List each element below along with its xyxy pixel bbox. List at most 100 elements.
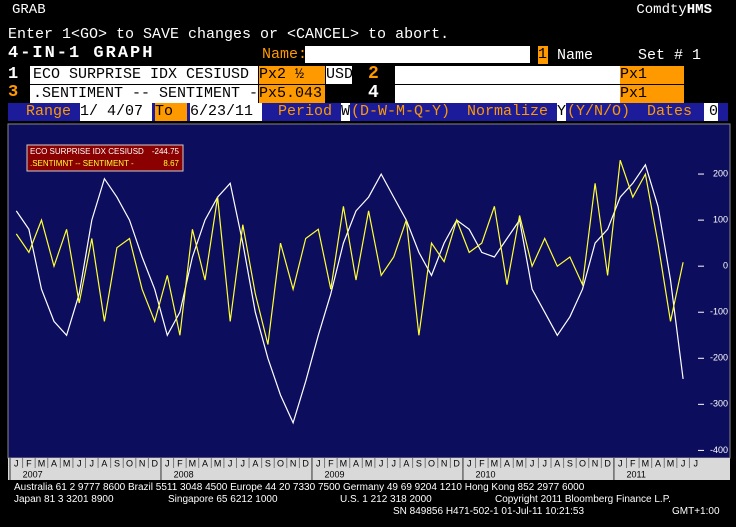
x-tick-label: O	[277, 458, 284, 468]
currency[interactable]: USD	[326, 66, 354, 84]
price-field[interactable]: Px1	[620, 85, 684, 103]
y-tick-label: -200	[710, 353, 728, 363]
y-tick-label: 0	[723, 261, 728, 271]
footer-singapore: Singapore 65 6212 1000	[168, 494, 278, 505]
security[interactable]: ECO SURPRISE IDX CESIUSD	[33, 66, 250, 83]
x-tick-label: J	[542, 458, 547, 468]
year-label: 2010	[476, 469, 496, 479]
name-number[interactable]: 1	[538, 46, 548, 64]
normalize-options: (Y/N/O)	[567, 103, 631, 120]
x-tick-label: J	[165, 458, 170, 468]
range-from[interactable]: 1/ 4/07	[80, 103, 152, 121]
x-tick-label: A	[504, 458, 510, 468]
x-tick-label: N	[290, 458, 297, 468]
screen-title: GRAB	[12, 2, 46, 18]
dates-value[interactable]: 0	[704, 103, 718, 121]
price-field[interactable]: Px5.043	[259, 85, 325, 103]
x-tick-label: J	[90, 458, 95, 468]
x-tick-label: J	[391, 458, 396, 468]
x-tick-label: A	[101, 458, 107, 468]
security-box[interactable]	[395, 66, 620, 84]
date-axis-band	[8, 458, 730, 480]
x-tick-label: F	[26, 458, 32, 468]
y-tick-label: -100	[710, 307, 728, 317]
name-input[interactable]	[305, 46, 530, 63]
x-tick-label: J	[693, 458, 698, 468]
x-tick-label: M	[667, 458, 675, 468]
x-tick-label: J	[241, 458, 246, 468]
x-tick-label: M	[491, 458, 499, 468]
x-tick-label: D	[302, 458, 309, 468]
x-tick-label: S	[265, 458, 271, 468]
x-tick-label: J	[77, 458, 82, 468]
x-tick-label: F	[328, 458, 334, 468]
x-tick-label: N	[592, 458, 599, 468]
x-tick-label: O	[428, 458, 435, 468]
price-field[interactable]: Px1	[620, 66, 684, 84]
x-tick-label: O	[579, 458, 586, 468]
x-tick-label: J	[228, 458, 233, 468]
graph-title: 4-IN-1 GRAPH	[8, 44, 155, 63]
y-tick-label: 200	[713, 168, 728, 178]
period-options: (D-W-M-Q-Y)	[351, 103, 451, 120]
legend-box	[26, 144, 184, 172]
x-tick-label: J	[530, 458, 535, 468]
x-tick-label: M	[63, 458, 71, 468]
x-tick-label: O	[126, 458, 133, 468]
period-value[interactable]: W	[341, 103, 351, 121]
name-label: Name:	[262, 46, 308, 63]
x-tick-label: J	[618, 458, 623, 468]
footer-copyright: Copyright 2011 Bloomberg Finance L.P.	[495, 494, 671, 505]
legend-value: -244.75	[152, 147, 180, 156]
row-number: 2	[368, 64, 379, 84]
footer-sn: SN 849856 H471-502-1 01-Jul-11 10:21:53	[393, 506, 585, 517]
range-to[interactable]: 6/23/11	[190, 103, 262, 121]
footer-line: Australia 61 2 9777 8600 Brazil 5511 304…	[14, 482, 585, 493]
normalize-value[interactable]: Y	[557, 103, 567, 121]
x-tick-label: J	[379, 458, 384, 468]
legend-label: ECO SURPRISE IDX CESIUSD	[30, 147, 144, 156]
x-tick-label: M	[642, 458, 650, 468]
set-label: Set # 1	[638, 47, 702, 64]
price-field[interactable]: Px2 ½	[259, 66, 325, 84]
range-label: Range	[26, 103, 72, 120]
plot-panel	[7, 123, 731, 459]
x-tick-label: D	[151, 458, 158, 468]
dates-label: Dates	[647, 103, 693, 120]
x-tick-label: F	[630, 458, 636, 468]
year-label: 2008	[174, 469, 194, 479]
security-box[interactable]	[30, 66, 258, 84]
normalize-label: Normalize	[467, 103, 549, 120]
x-tick-label: M	[189, 458, 197, 468]
y-tick-label: -400	[710, 445, 728, 455]
x-tick-label: M	[38, 458, 46, 468]
x-tick-label: A	[403, 458, 409, 468]
x-tick-label: S	[416, 458, 422, 468]
security-box[interactable]	[395, 85, 620, 103]
x-tick-label: F	[479, 458, 485, 468]
footer-gmt: GMT+1:00	[672, 506, 720, 517]
series-line	[15, 160, 684, 345]
brand-prefix: Comdty	[636, 2, 687, 18]
series-line	[15, 163, 684, 425]
brand: ComdtyHMS	[636, 1, 712, 19]
legend-label: .SENTIMNT -- SENTIMENT -	[30, 159, 134, 168]
x-tick-label: J	[467, 458, 472, 468]
year-label: 2009	[325, 469, 345, 479]
x-tick-label: A	[51, 458, 57, 468]
row-number: 1	[8, 65, 19, 84]
name-word: Name	[557, 47, 594, 64]
x-tick-label: N	[139, 458, 146, 468]
x-tick-label: S	[567, 458, 573, 468]
period-label: Period	[278, 103, 333, 120]
prompt: Enter 1<GO> to SAVE changes or <CANCEL> …	[8, 26, 450, 43]
security-box[interactable]	[30, 85, 258, 103]
range-to-label: To	[155, 103, 187, 121]
security[interactable]: .SENTIMENT -- SENTIMENT -	[33, 85, 259, 102]
x-tick-label: M	[365, 458, 373, 468]
y-tick-label: 100	[713, 214, 728, 224]
year-label: 2007	[23, 469, 43, 479]
x-tick-label: F	[177, 458, 183, 468]
legend-value: 8.67	[163, 159, 179, 168]
